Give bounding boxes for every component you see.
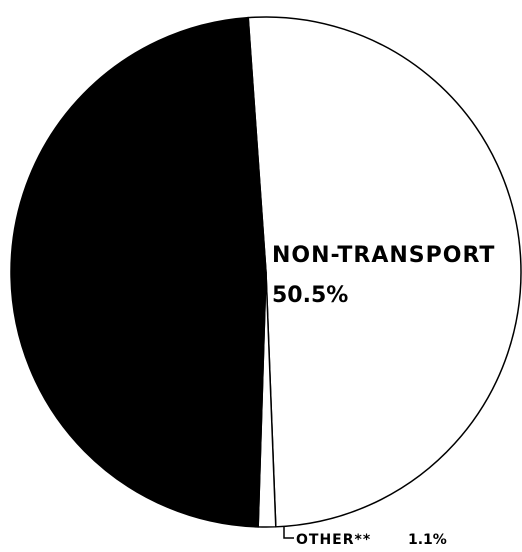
value-label: 50.5%: [272, 283, 348, 308]
pie-slice: [10, 16, 267, 528]
slice-label: OTHER**: [296, 532, 371, 548]
value-label: 1.1%: [408, 532, 447, 548]
slice-label: NON-TRANSPORT: [272, 243, 495, 268]
pie-slice: [247, 16, 522, 528]
